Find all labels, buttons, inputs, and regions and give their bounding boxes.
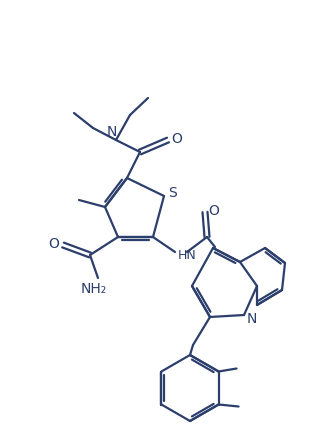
- Text: HN: HN: [178, 249, 197, 261]
- Text: N: N: [247, 312, 257, 326]
- Text: O: O: [49, 237, 59, 251]
- Text: N: N: [107, 125, 117, 139]
- Text: NH₂: NH₂: [81, 282, 107, 296]
- Text: S: S: [169, 186, 177, 200]
- Text: O: O: [171, 132, 182, 146]
- Text: O: O: [208, 204, 219, 218]
